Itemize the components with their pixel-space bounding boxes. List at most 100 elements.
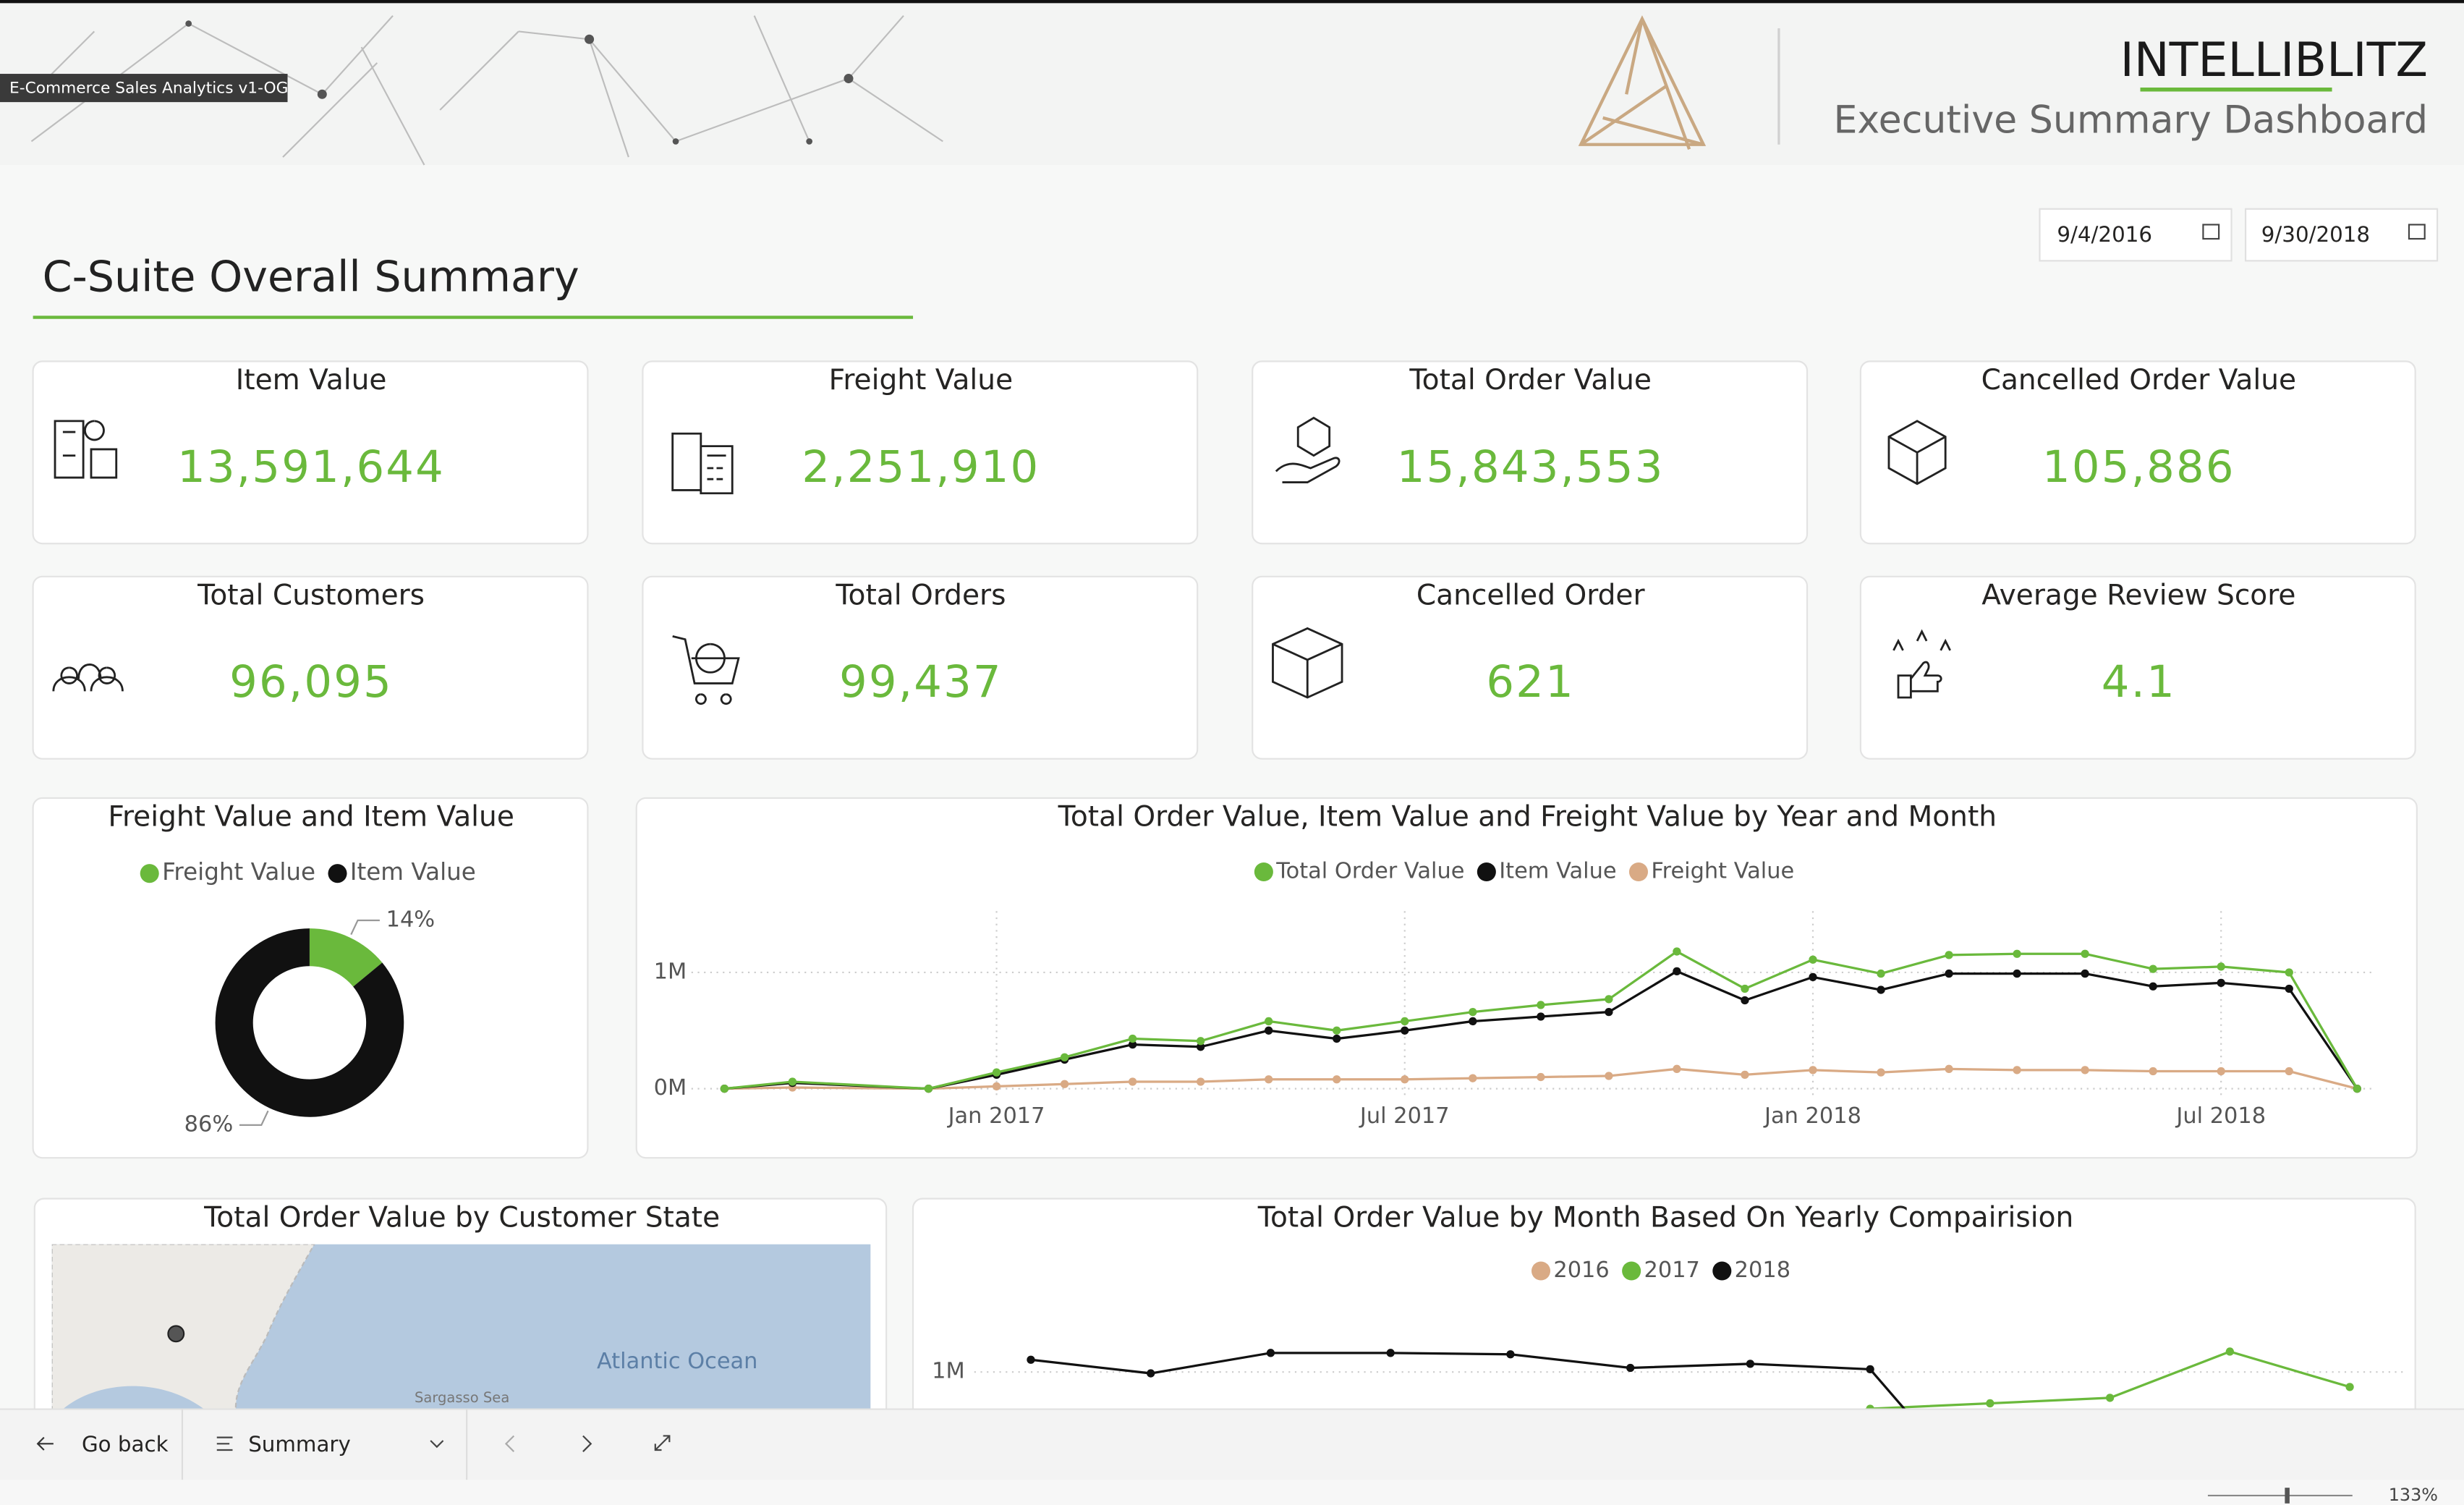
series-point (1605, 1007, 1613, 1017)
legend-marker (1712, 1261, 1732, 1281)
zoom-thumb[interactable] (2285, 1488, 2290, 1504)
end-date-box[interactable] (2244, 208, 2439, 262)
next-page[interactable] (582, 1435, 592, 1452)
series-point (1866, 1365, 1874, 1374)
legend-label: 2016 (1553, 1258, 1609, 1283)
series-point (2217, 1067, 2225, 1076)
kpi-title: Freight Value (829, 364, 1013, 397)
kpi-card (32, 575, 589, 760)
kpi-card (642, 575, 1199, 760)
series-point (1746, 1360, 1755, 1368)
series-point (1986, 1399, 1994, 1408)
x-tick-label: Jul 2017 (1359, 1103, 1450, 1129)
legend-marker (1531, 1261, 1551, 1281)
series-point (1866, 1404, 1874, 1409)
dropdown-chevron[interactable] (430, 1440, 444, 1449)
map-land (51, 1244, 315, 1409)
series-point (1265, 1026, 1273, 1035)
series-point (2217, 978, 2225, 988)
kpi-card (1859, 360, 2416, 545)
logo (1578, 15, 1707, 150)
map: Atlantic Ocean Sargasso Sea (51, 1244, 871, 1409)
x-tick-label: Jan 2018 (1763, 1103, 1861, 1129)
kpi-card (642, 360, 1199, 545)
series-point (1333, 1026, 1341, 1035)
series-point (1741, 996, 1749, 1005)
series-point (2149, 965, 2157, 973)
kpi-card (32, 360, 589, 545)
top-border (0, 0, 2464, 4)
kpi-icon (672, 635, 740, 705)
page-icon (216, 1436, 233, 1451)
donut-slice (215, 928, 404, 1117)
series-point (1128, 1040, 1137, 1049)
donut-card (32, 797, 589, 1159)
series-point (1401, 1026, 1409, 1035)
series-point (992, 1082, 1001, 1091)
y-tick-label: 1M (654, 959, 687, 984)
series-point (1741, 1070, 1749, 1079)
dashboard-subtitle: Executive Summary Dashboard (1833, 98, 2428, 142)
legend-marker (140, 864, 159, 883)
start-date-box[interactable] (2039, 208, 2233, 262)
series-point (1877, 1068, 1885, 1077)
date-filter: 9/4/2016 9/30/2018 (2039, 208, 2439, 262)
map-label: Atlantic Ocean (597, 1349, 758, 1374)
series-point (2285, 1067, 2293, 1076)
kpi-icon (1892, 629, 1951, 699)
series-point (2217, 962, 2225, 971)
series-point (1626, 1363, 1635, 1373)
series-point (1809, 972, 1817, 982)
series-point (1506, 1350, 1515, 1359)
network-decoration (30, 14, 943, 166)
series-point (992, 1068, 1001, 1077)
map-label: Sargasso Sea (415, 1389, 509, 1406)
series-point (2081, 1066, 2089, 1074)
kpi-card (1859, 575, 2416, 760)
series-point (1809, 955, 1817, 964)
kpi-value: 13,591,644 (177, 442, 445, 493)
kpi-title: Cancelled Order Value (1981, 364, 2296, 397)
series-point (1537, 1072, 1545, 1082)
series-point (1196, 1037, 1205, 1046)
series-point (1265, 1075, 1273, 1084)
status-bar (0, 1480, 2464, 1505)
series-point (1128, 1077, 1137, 1086)
series-point (720, 1084, 729, 1093)
end-date[interactable]: 9/30/2018 (2261, 222, 2370, 247)
tooltip-box (0, 74, 288, 103)
series-line (724, 1067, 2358, 1090)
legend-label: Item Value (350, 858, 476, 886)
prev-page[interactable] (504, 1435, 515, 1452)
map-bubble[interactable] (167, 1325, 185, 1343)
calendar-icon[interactable] (2202, 224, 2220, 240)
kpi-icon (1275, 416, 1341, 483)
series-point (1673, 967, 1681, 976)
series-line (724, 950, 2358, 1090)
calendar-icon[interactable] (2408, 224, 2426, 240)
legend-marker (328, 864, 347, 883)
back-arrow[interactable] (36, 1436, 54, 1451)
kpi-value: 621 (1486, 657, 1575, 708)
start-date[interactable]: 9/4/2016 (2057, 222, 2152, 247)
kpi-value: 4.1 (2102, 657, 2176, 708)
network-nodes (185, 20, 854, 145)
plot-area: 1M (932, 1347, 2405, 1409)
series-point (2285, 984, 2293, 993)
fit-page[interactable] (654, 1435, 671, 1451)
series-point (2353, 1084, 2361, 1093)
series-point (2149, 1067, 2157, 1076)
zoom-level: 133% (2389, 1485, 2438, 1505)
brand: INTELLIBLITZ (2120, 33, 2428, 88)
page-selector[interactable]: Summary (248, 1432, 351, 1457)
series-point (1469, 1007, 1477, 1017)
legend: 2016 2017 2018 (1531, 1258, 1790, 1283)
series-point (1196, 1077, 1205, 1086)
kpi-value: 105,886 (2042, 442, 2235, 493)
series-line (1860, 1350, 2350, 1409)
go-back[interactable]: Go back (82, 1432, 169, 1457)
legend-marker (1254, 862, 1273, 882)
series-point (1537, 1001, 1545, 1009)
series-point (2013, 949, 2021, 958)
